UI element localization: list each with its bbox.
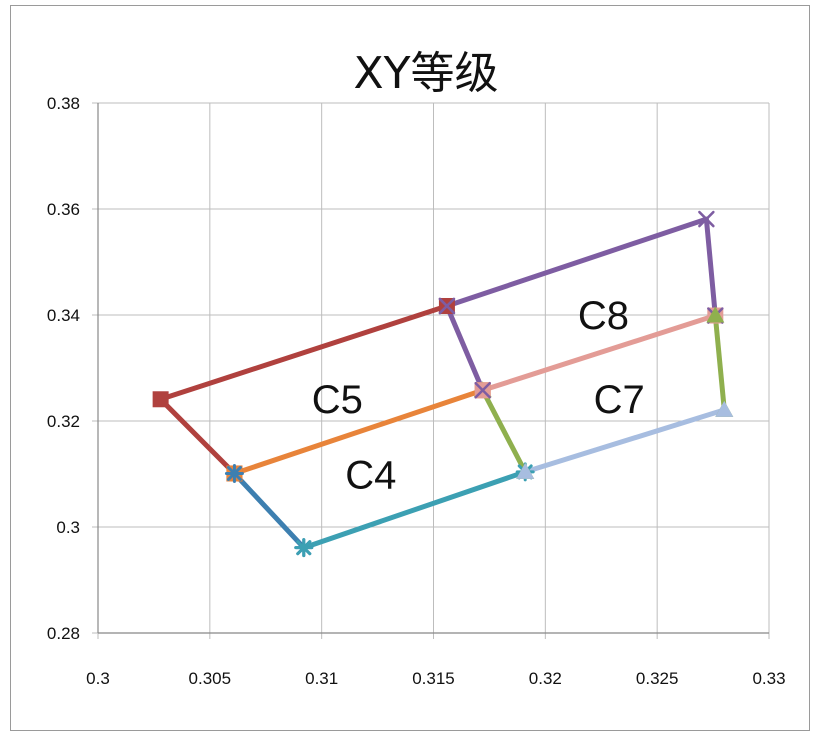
x-tick-label: 0.325 [636,669,679,688]
triangle-marker [706,306,725,323]
marker-layer [152,210,734,558]
region-label-c5: C5 [312,378,363,422]
y-tick-label: 0.38 [47,94,80,113]
region-label-c8: C8 [578,294,629,338]
x-stroke [698,210,715,228]
series-layer [158,216,727,551]
triangle-marker [715,400,734,417]
series-line-6 [444,303,486,393]
x-tick-label: 0.315 [412,669,455,688]
star-marker [294,538,314,558]
x-tick-label: 0.3 [86,669,110,688]
x-stroke [474,382,491,399]
chart-canvas: XY等级 0.3 0.305 0.31 0.315 0.32 0.325 0.330.280… [47,48,786,688]
x-marker [698,210,715,228]
triangle-marker [516,462,535,479]
grid-layer [92,102,770,639]
series-line-3 [301,469,528,551]
chart-frame: XY等级 0.3 0.305 0.31 0.315 0.32 0.325 0.33 0.28 0… [10,5,810,731]
star-stroke [226,465,242,481]
y-tick-label: 0.32 [47,412,80,431]
x-tick-label: 0.305 [189,669,232,688]
region-label-c4: C4 [345,453,396,497]
series-line-8 [712,313,727,413]
y-tick-label: 0.34 [47,306,80,325]
x-marker [474,382,491,399]
y-tick-label: 0.3 [56,518,80,537]
annotation-layer: C5 C4 C8 C7 [312,294,645,498]
x-tick-label: 0.33 [752,669,785,688]
square-marker [152,391,169,408]
series-line-5 [480,313,718,393]
x-marker [438,297,456,315]
star-stroke [296,540,312,556]
series-line-4 [480,387,528,475]
x-tick-label: 0.31 [305,669,338,688]
series-line-1 [231,387,486,476]
axis-layer: 0.3 0.305 0.31 0.315 0.32 0.325 0.33 0.28 0.3 0.3… [47,94,786,688]
y-tick-label: 0.36 [47,200,80,219]
star-marker [224,463,244,483]
x-tick-label: 0.32 [529,669,562,688]
y-tick-label: 0.28 [47,624,80,643]
series-line-9 [522,407,727,475]
series-line-2 [231,471,307,551]
chart-title: XY等级 [353,48,498,99]
x-stroke [438,297,456,315]
region-label-c7: C7 [594,378,645,422]
